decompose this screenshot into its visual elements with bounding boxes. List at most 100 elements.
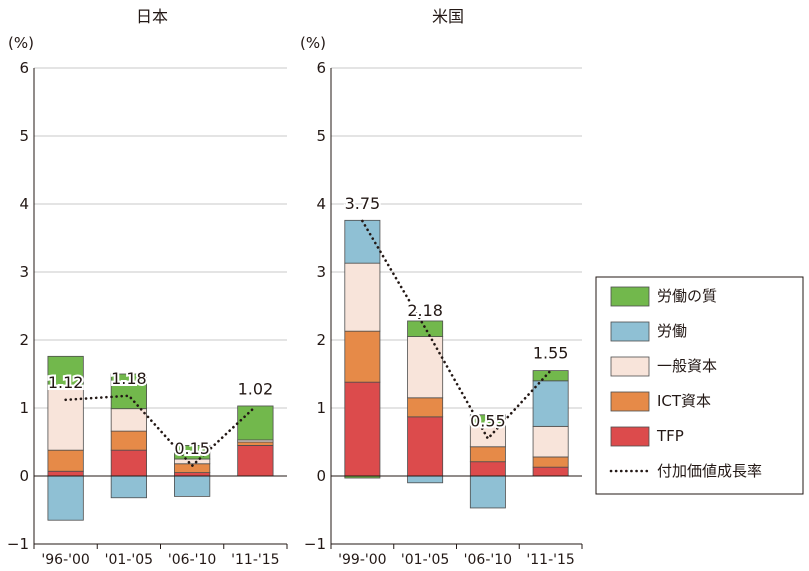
- japan-y-tick-label: 1: [19, 399, 29, 417]
- legend-swatch: [610, 356, 650, 377]
- japan-growth-rate-label: 0.15: [174, 439, 210, 458]
- us-y-tick-label: 1: [316, 399, 326, 417]
- us-x-tick-label: '11-'15: [526, 552, 574, 568]
- japan-y-tick-label: 5: [19, 127, 29, 145]
- japan-x-tick-label: '01-'05: [105, 552, 153, 568]
- us-bar-segment: [344, 381, 381, 477]
- us-y-tick-label: 0: [316, 467, 326, 485]
- us-bar-segment: [532, 466, 569, 477]
- us-bar-segment: [407, 416, 444, 477]
- us-growth-rate-line: [361, 219, 552, 441]
- us-bars: [344, 219, 569, 509]
- japan-bar-segment: [110, 408, 147, 432]
- japan-x-tick-label: '11-'15: [231, 552, 279, 568]
- japan-panel-title: 日本: [136, 7, 168, 26]
- japan-bar-segment: [237, 444, 274, 477]
- us-bar-segment: [532, 425, 569, 458]
- japan-x-tick-label: '06-'10: [168, 552, 216, 568]
- japan-growth-rate-label: 1.02: [238, 380, 274, 399]
- japan-gridlines: [33, 67, 287, 545]
- japan-bar-segment: [174, 472, 211, 477]
- us-growth-line: [361, 219, 552, 441]
- japan-y-tick-label: 6: [19, 59, 29, 77]
- japan-bar-segment: [174, 475, 211, 497]
- us-bar-segment: [532, 380, 569, 427]
- japan-bar-segment: [110, 475, 147, 499]
- us-bar-segment: [469, 461, 506, 477]
- japan-bar-segment: [110, 449, 147, 477]
- us-y-tick-label: −1: [304, 535, 326, 553]
- japan-x-tick-label: '96-'00: [41, 552, 89, 568]
- us-panel-title: 米国: [432, 7, 464, 26]
- legend-label: 労働の質: [657, 287, 717, 305]
- us-bar-segment: [407, 475, 444, 484]
- japan-bar-segment: [237, 405, 274, 441]
- japan-bar-segment: [47, 449, 84, 472]
- us-growth-rate-label: 0.55: [470, 412, 506, 431]
- japan-bar-segment: [174, 458, 211, 465]
- legend-label: 労働: [657, 322, 687, 340]
- legend-label: 一般資本: [657, 357, 717, 375]
- us-x-tick-label: '99-'00: [338, 552, 386, 568]
- japan-bar-segment: [47, 470, 84, 477]
- japan-panel: 日本 (%) −1 0 1 2 3 4 5 6 1.12 1.18 0.15 1.02 '96-'0…: [7, 7, 288, 568]
- us-bar-segment: [344, 330, 381, 383]
- japan-y-tick-label: 0: [19, 467, 29, 485]
- us-x-tick-label: '06-'10: [464, 552, 512, 568]
- japan-y-tick-label: −1: [7, 535, 29, 553]
- legend-frame: [595, 276, 804, 495]
- us-y-tick-labels: −1 0 1 2 3 4 5 6: [304, 59, 326, 553]
- japan-y-unit: (%): [8, 34, 34, 52]
- us-bar-segment: [469, 446, 506, 463]
- us-growth-labels: 3.75 2.18 0.55 1.55: [343, 192, 571, 433]
- legend-label: TFP: [656, 427, 684, 445]
- japan-bar-segment: [110, 373, 147, 410]
- us-bar-segment: [532, 370, 569, 382]
- us-bar-segment: [407, 397, 444, 418]
- legend-swatch: [610, 426, 650, 447]
- japan-bar-segment: [237, 441, 274, 446]
- japan-y-tick-label: 3: [19, 263, 29, 281]
- us-growth-rate-label: 2.18: [407, 301, 443, 320]
- japan-growth-line: [64, 394, 257, 468]
- us-growth-rate-label: 3.75: [345, 194, 381, 213]
- us-bar-segment: [407, 320, 444, 337]
- japan-y-tick-label: 4: [19, 195, 29, 213]
- legend-label: ICT資本: [657, 392, 711, 410]
- us-x-tick-label: '01-'05: [401, 552, 449, 568]
- us-y-tick-label: 5: [316, 127, 326, 145]
- us-gridlines: [330, 67, 582, 545]
- us-bar-segment: [469, 475, 506, 509]
- japan-growth-rate-line: [64, 394, 257, 468]
- japan-bar-segment: [47, 355, 84, 390]
- legend-label: 付加価値成長率: [657, 462, 762, 480]
- japan-growth-labels: 1.12 1.18 0.15 1.02: [46, 367, 275, 460]
- us-y-tick-label: 6: [316, 59, 326, 77]
- us-y-tick-label: 3: [316, 263, 326, 281]
- japan-y-tick-label: 2: [19, 331, 29, 349]
- legend-swatch: [610, 286, 650, 307]
- us-bar-segment: [344, 262, 381, 332]
- us-y-unit: (%): [300, 34, 326, 52]
- us-bar-segment: [407, 336, 444, 399]
- us-bar-segment: [469, 414, 506, 426]
- us-bar-segment: [344, 219, 381, 264]
- japan-bar-segment: [47, 475, 84, 521]
- japan-growth-rate-label: 1.12: [48, 373, 84, 392]
- japan-bar-segment: [47, 388, 84, 451]
- us-y-tick-label: 4: [316, 195, 326, 213]
- japan-bar-segment: [174, 444, 211, 460]
- us-y-tick-label: 2: [316, 331, 326, 349]
- us-panel: 米国 (%) −1 0 1 2 3 4 5 6 3.75 2.18 0.55 1.55 '99-'0…: [300, 7, 583, 568]
- legend-swatch: [610, 391, 650, 412]
- us-growth-rate-label: 1.55: [533, 344, 569, 363]
- japan-bar-segment: [110, 430, 147, 451]
- japan-growth-rate-label: 1.18: [111, 369, 147, 388]
- us-bar-segment: [532, 456, 569, 468]
- japan-y-tick-labels: −1 0 1 2 3 4 5 6: [7, 59, 29, 553]
- japan-x-tick-labels: '96-'00 '01-'05 '06-'10 '11-'15: [33, 544, 288, 568]
- legend-swatch: [610, 321, 650, 342]
- us-x-tick-labels: '99-'00 '01-'05 '06-'10 '11-'15: [330, 544, 583, 568]
